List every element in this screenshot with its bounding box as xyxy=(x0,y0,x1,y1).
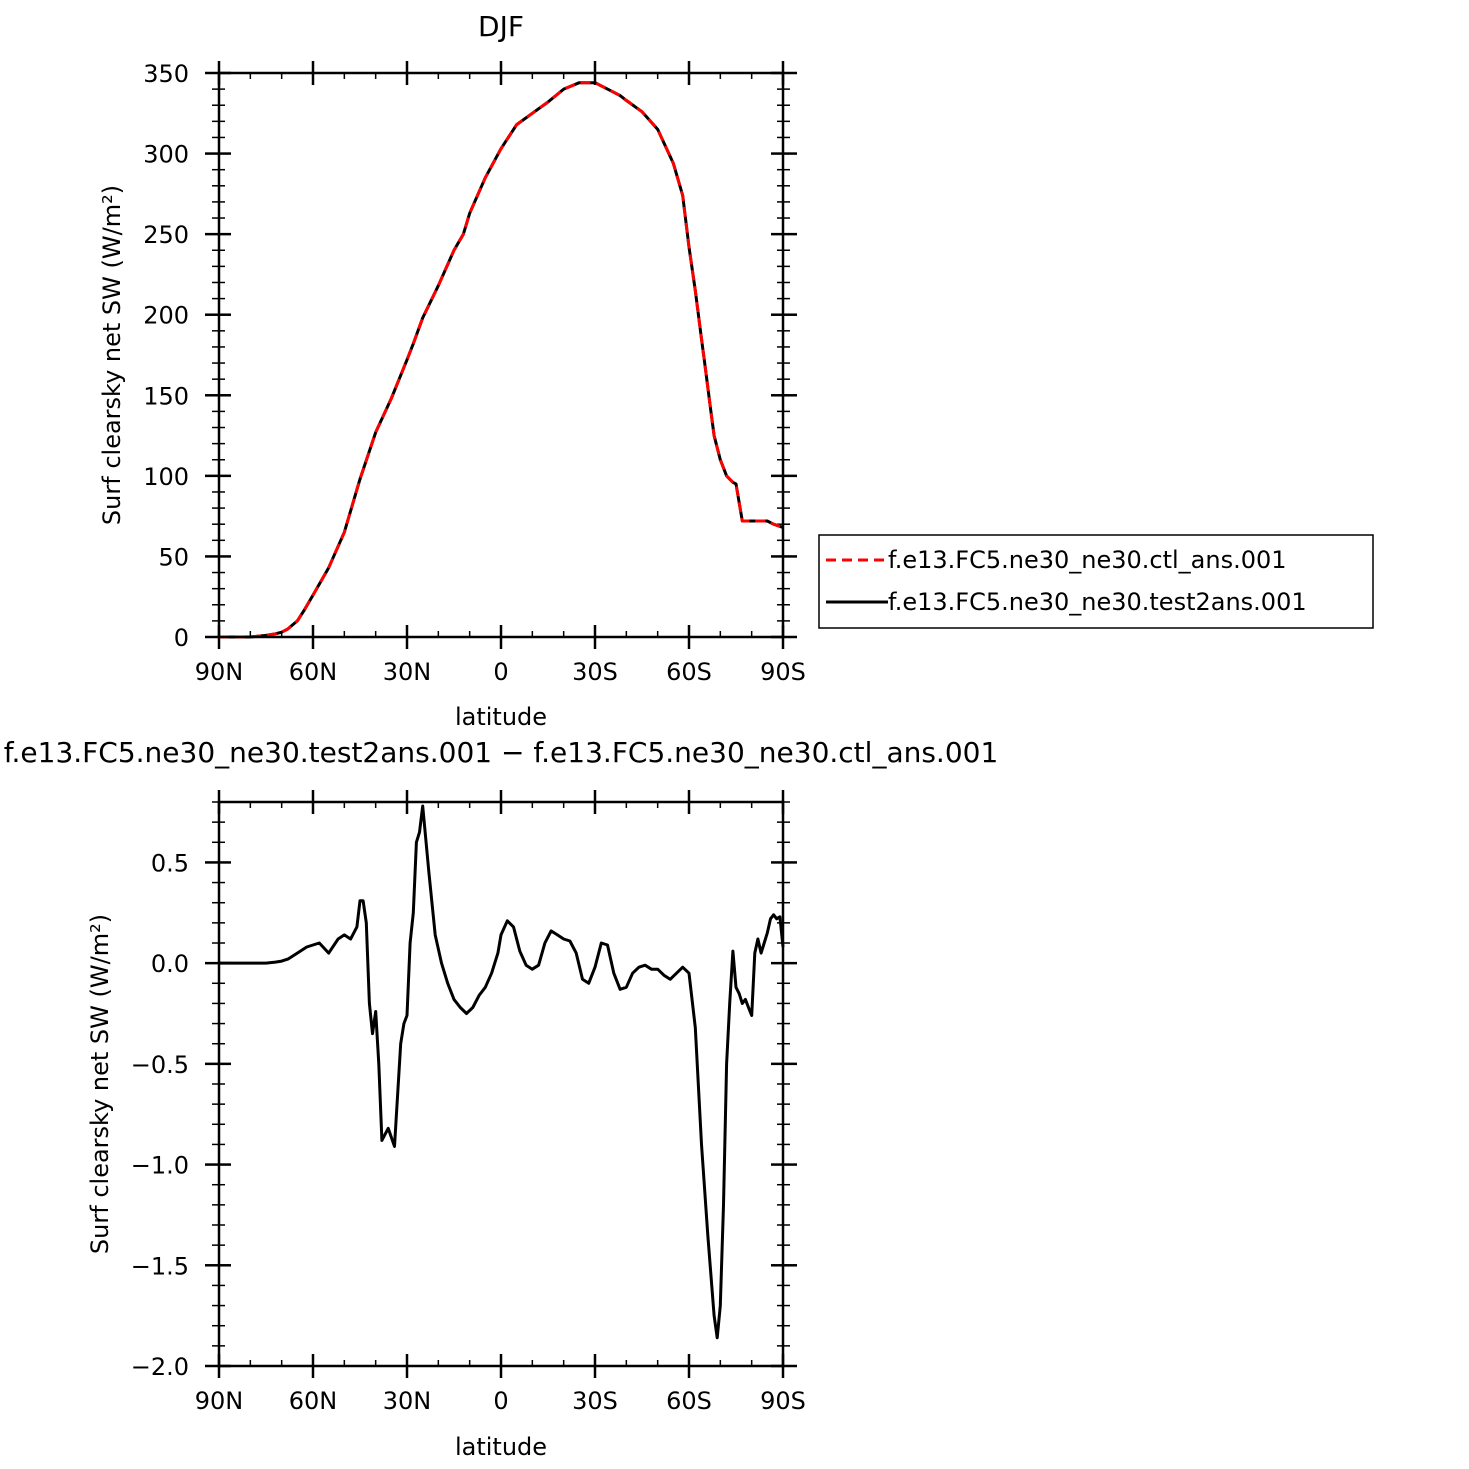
top-series-line-0 xyxy=(219,81,784,639)
top-series-lines xyxy=(219,81,784,639)
top-y-tick-label: 50 xyxy=(158,543,189,571)
top-x-tick-label: 60S xyxy=(666,658,712,686)
top-plot-frame xyxy=(217,71,785,639)
bottom-y-tick-label: 0.0 xyxy=(151,950,189,978)
top-x-tick-label: 60N xyxy=(289,658,338,686)
bottom-x-tick-label: 60N xyxy=(289,1387,338,1415)
bottom-chart-title: f.e13.FC5.ne30_ne30.test2ans.001 − f.e13… xyxy=(4,736,999,769)
bottom-plot-frame xyxy=(217,800,785,1368)
top-x-tick-label: 90S xyxy=(760,658,806,686)
top-panel: DJF Surf clearsky net SW (W/m²) latitude… xyxy=(98,10,806,731)
top-y-tick-label: 0 xyxy=(174,624,189,652)
legend: f.e13.FC5.ne30_ne30.ctl_ans.001 f.e13.FC… xyxy=(818,534,1374,629)
bottom-ticks: 90N 60N 30N 0 30S 60S 90S −2.0 −1.5 −1.0 −0.5 0.0 0.… xyxy=(131,790,806,1415)
top-ticks: 90N 60N 30N 0 30S 60S 90S 0 50 100 150 200 250 300 350 xyxy=(143,60,806,686)
top-series-line-1 xyxy=(219,81,784,639)
legend-box xyxy=(818,534,1374,629)
bottom-x-axis-label: latitude xyxy=(455,1433,547,1461)
bottom-x-tick-label: 90N xyxy=(195,1387,244,1415)
top-y-axis-label: Surf clearsky net SW (W/m²) xyxy=(98,185,126,525)
top-y-tick-label: 350 xyxy=(143,60,189,88)
top-y-tick-label: 100 xyxy=(143,463,189,491)
bottom-y-axis-label: Surf clearsky net SW (W/m²) xyxy=(86,914,114,1254)
bottom-x-tick-label: 60S xyxy=(666,1387,712,1415)
bottom-y-tick-label: −2.0 xyxy=(131,1353,189,1381)
bottom-panel: f.e13.FC5.ne30_ne30.test2ans.001 − f.e13… xyxy=(4,736,999,1461)
top-x-tick-label: 0 xyxy=(493,658,508,686)
bottom-x-tick-label: 90S xyxy=(760,1387,806,1415)
bottom-series-line-0 xyxy=(219,804,785,1340)
top-x-tick-label: 30N xyxy=(383,658,432,686)
legend-label-ctl: f.e13.FC5.ne30_ne30.ctl_ans.001 xyxy=(888,546,1287,574)
top-y-tick-label: 250 xyxy=(143,221,189,249)
bottom-y-tick-label: 0.5 xyxy=(151,849,189,877)
top-chart-title: DJF xyxy=(478,10,524,43)
top-y-tick-label: 150 xyxy=(143,382,189,410)
bottom-y-tick-label: −1.0 xyxy=(131,1152,189,1180)
top-x-axis-label: latitude xyxy=(455,703,547,731)
bottom-y-tick-label: −0.5 xyxy=(131,1051,189,1079)
legend-label-test: f.e13.FC5.ne30_ne30.test2ans.001 xyxy=(888,588,1307,616)
top-x-tick-label: 30S xyxy=(572,658,618,686)
top-x-tick-label: 90N xyxy=(195,658,244,686)
bottom-x-tick-label: 0 xyxy=(493,1387,508,1415)
top-y-tick-label: 200 xyxy=(143,302,189,330)
bottom-y-tick-label: −1.5 xyxy=(131,1252,189,1280)
bottom-x-tick-label: 30S xyxy=(572,1387,618,1415)
bottom-series-lines xyxy=(219,804,785,1340)
top-y-tick-label: 300 xyxy=(143,141,189,169)
bottom-x-tick-label: 30N xyxy=(383,1387,432,1415)
